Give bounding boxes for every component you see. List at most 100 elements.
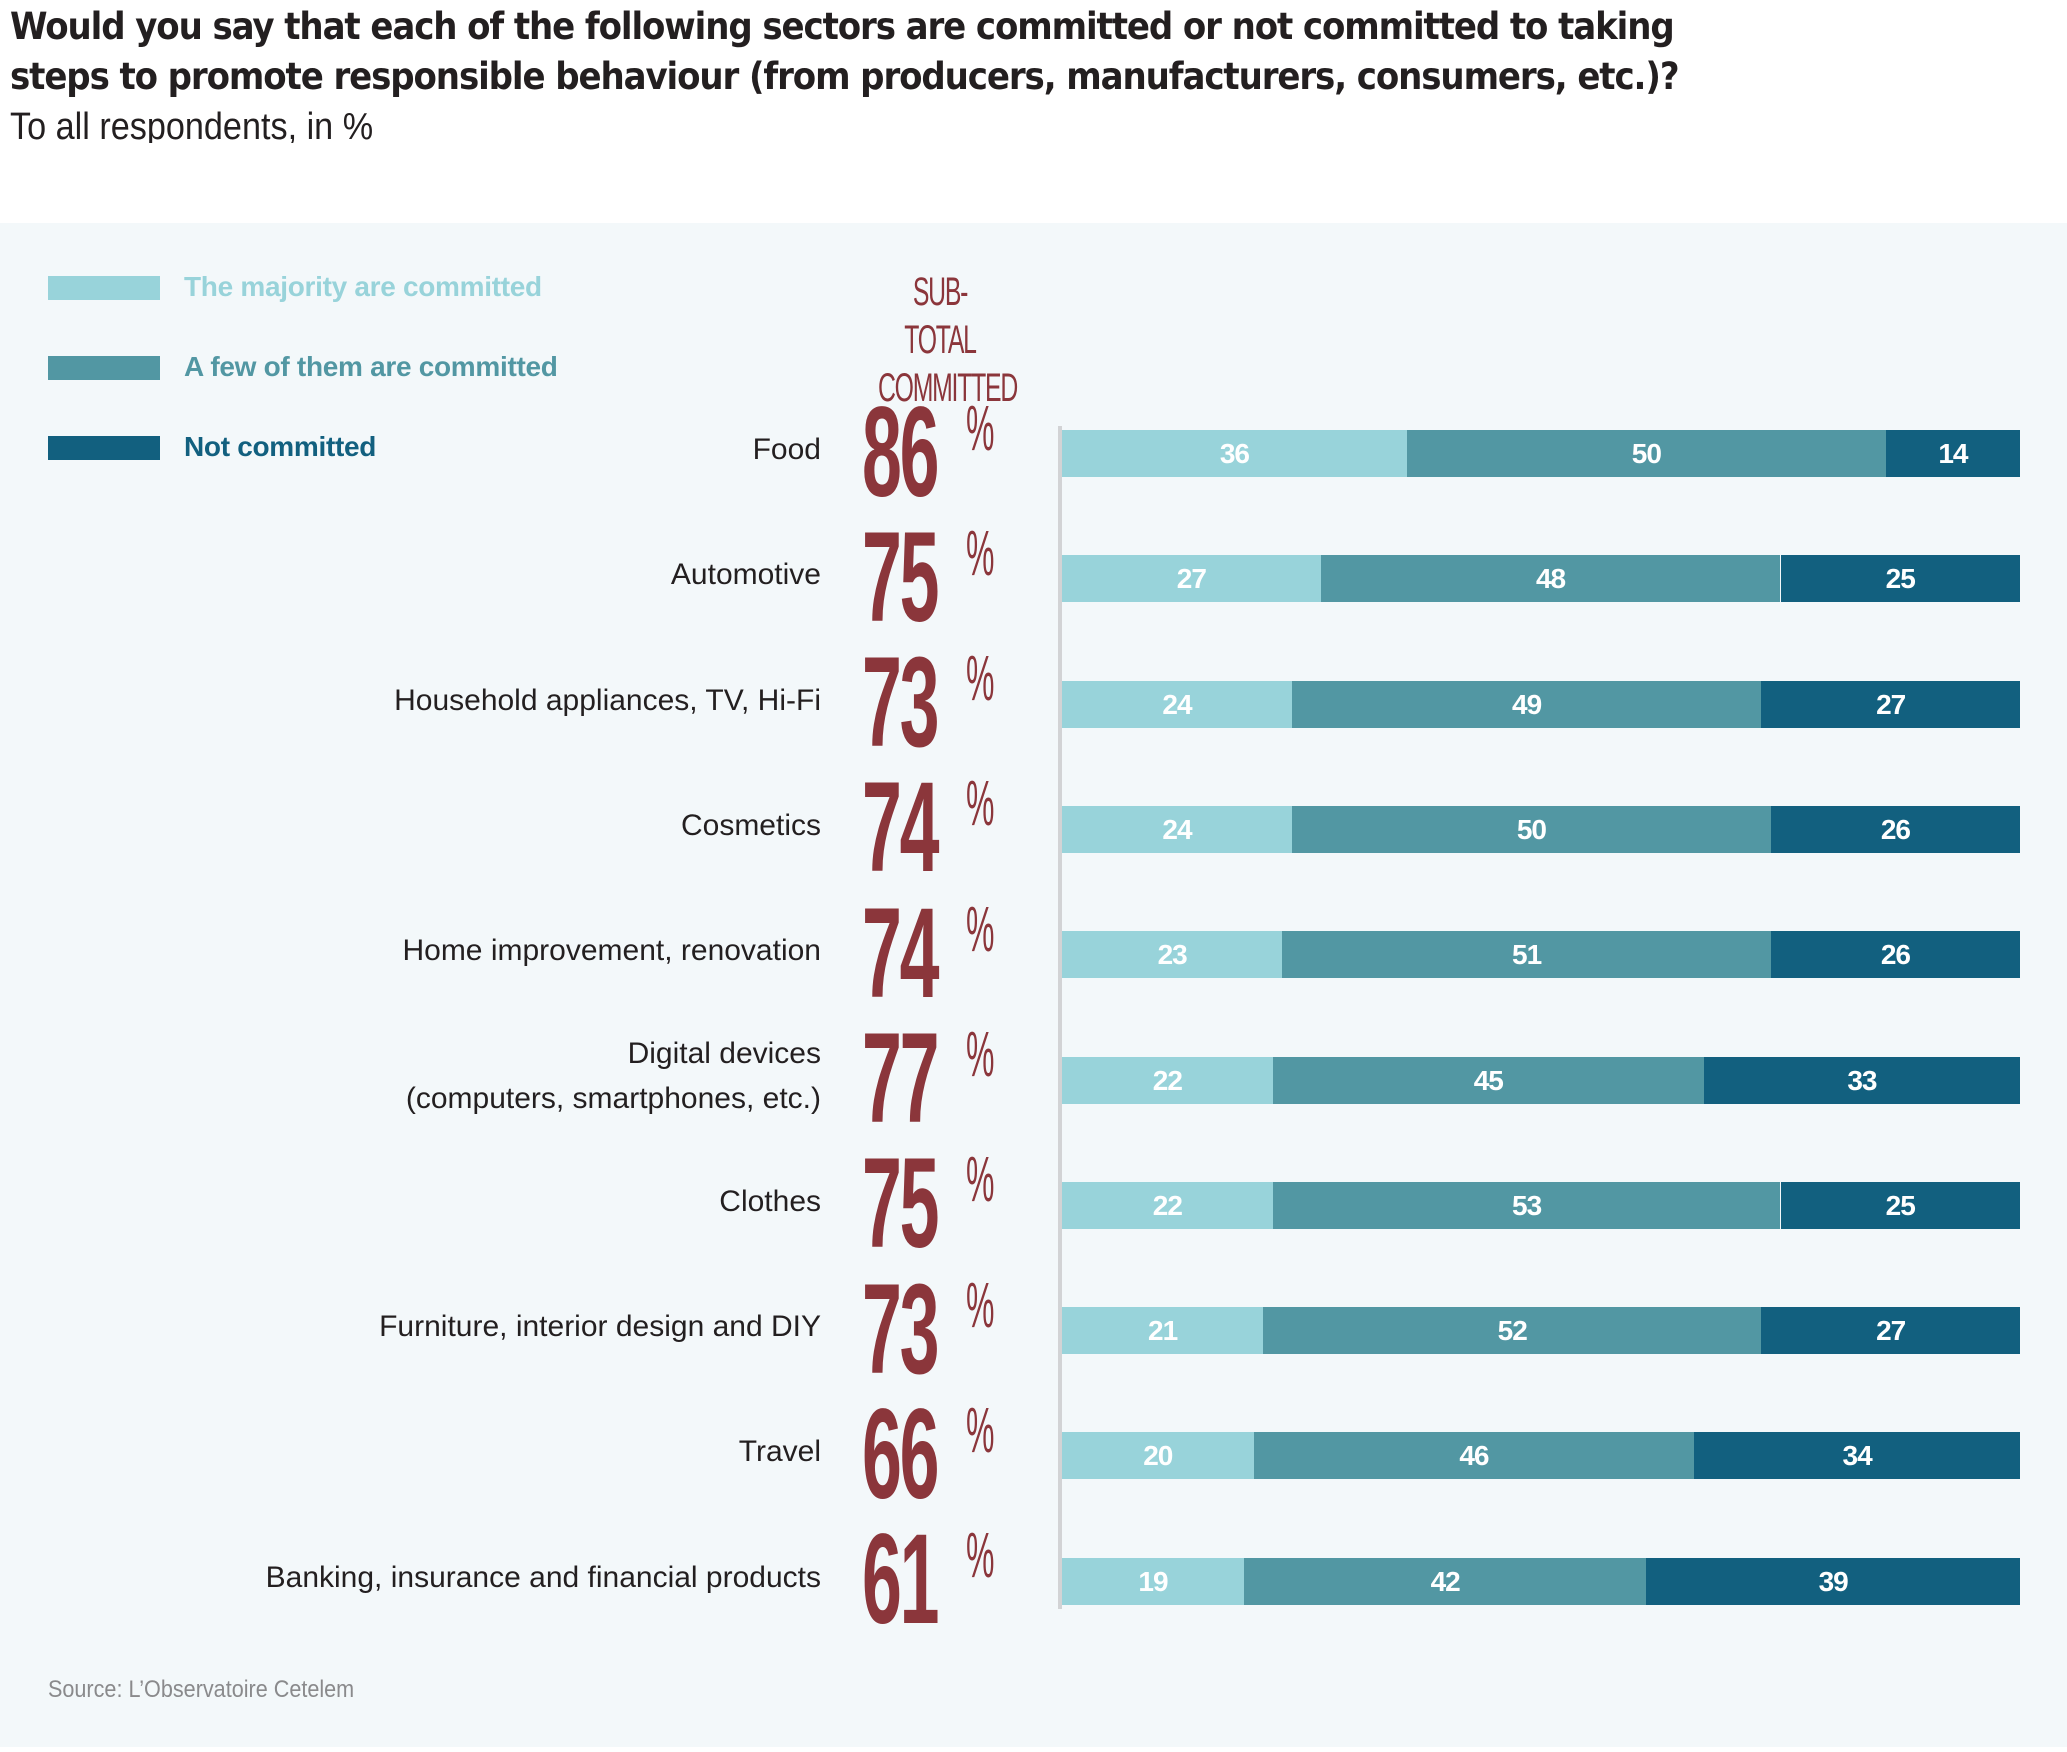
bar-segment-the-majority-are-committed — [1062, 931, 1283, 979]
bar-value-label: 27 — [1176, 563, 1207, 595]
legend-swatch-few — [48, 356, 160, 380]
subtotal-value: 73% — [862, 1257, 1022, 1401]
subtotal-value: 66% — [862, 1382, 1022, 1526]
category-label-line: Digital devices — [627, 1037, 821, 1070]
subtotal-number: 73 — [862, 1257, 939, 1401]
subtotal-percent-sign: % — [966, 767, 995, 840]
subtotal-value: 77% — [862, 1007, 1022, 1150]
category-label-household-appliances-tv-hi-fi: Household appliances, TV, Hi-Fi — [394, 678, 821, 723]
legend-label-majority: The majority are committed — [184, 271, 542, 302]
bar-segment-a-few-of-them-are-committed — [1291, 680, 1762, 728]
bar-segment-the-majority-are-committed — [1062, 1056, 1273, 1104]
subtotal-value: 75% — [862, 1132, 1022, 1276]
bar-segment-not-committed — [1703, 1056, 2020, 1104]
chart-title-line1: Would you say that each of the following… — [10, 5, 1675, 48]
bar-segment-not-committed — [1885, 430, 2020, 477]
bar-value-label: 24 — [1162, 688, 1192, 720]
chart-panel — [0, 223, 2067, 1747]
category-label-digital-devices: Digital devices (computers, smartphones, … — [406, 1031, 821, 1121]
bar-value-label: 25 — [1885, 1189, 1916, 1221]
category-label-furniture-interior-design-and-diy: Furniture, interior design and DIY — [379, 1304, 821, 1349]
bar-segment-a-few-of-them-are-committed — [1282, 931, 1771, 979]
category-label-travel: Travel — [739, 1429, 821, 1474]
bar-value-label: 39 — [1818, 1565, 1849, 1597]
bar-segment-the-majority-are-committed — [1062, 1432, 1254, 1480]
subtotal-value: 74% — [862, 756, 1022, 900]
chart-title-line2: steps to promote responsible behaviour (… — [10, 55, 1680, 98]
subtotal-header-line2: COMMITTED — [878, 366, 1018, 410]
source-note: Source: L’Observatoire Cetelem — [48, 1676, 355, 1703]
legend-label-not-committed: Not committed — [184, 431, 377, 462]
category-label-line: Automotive — [670, 558, 821, 592]
category-label-line: Travel — [738, 1435, 821, 1469]
bar-value-label: 50 — [1631, 438, 1662, 469]
bar-segment-the-majority-are-committed — [1062, 805, 1292, 853]
subtotal-number: 66 — [862, 1382, 939, 1526]
subtotal-percent-sign: % — [966, 1018, 995, 1090]
bar-value-label: 27 — [1876, 688, 1906, 720]
subtotal-value: 86% — [862, 380, 1022, 524]
bar-segment-not-committed — [1780, 555, 2020, 603]
category-label-food: Food — [753, 427, 821, 472]
bar-segment-a-few-of-them-are-committed — [1291, 805, 1771, 853]
category-label-line: Banking, insurance and financial product… — [265, 1560, 821, 1594]
bar-segment-a-few-of-them-are-committed — [1272, 1181, 1781, 1229]
legend-swatch-majority — [48, 276, 160, 300]
bar-segment-the-majority-are-committed — [1062, 1557, 1245, 1605]
bar-value-label: 34 — [1842, 1440, 1873, 1472]
category-label-cosmetics: Cosmetics — [681, 803, 821, 848]
axis-line — [1058, 426, 1062, 1609]
category-label-line: Cosmetics — [680, 808, 821, 842]
bar-value-label: 33 — [1847, 1064, 1877, 1096]
subtotal-header-line1: SUB-TOTAL — [904, 270, 977, 362]
bar-value-label: 45 — [1473, 1064, 1504, 1096]
bar-segment-a-few-of-them-are-committed — [1272, 1056, 1704, 1104]
bar-value-label: 36 — [1219, 438, 1250, 469]
bar-segment-the-majority-are-committed — [1062, 430, 1407, 477]
legend-label-few: A few of them are committed — [184, 351, 558, 382]
subtotal-value: 73% — [862, 639, 1022, 767]
category-label-line: Food — [752, 433, 821, 466]
bar-value-label: 53 — [1512, 1189, 1542, 1221]
subtotal-percent-sign: % — [966, 1268, 995, 1341]
subtotal-value: 74% — [862, 889, 1022, 1017]
bar-value-label: 48 — [1535, 563, 1566, 595]
subtotal-percent-sign: % — [966, 1143, 995, 1216]
bar-segment-a-few-of-them-are-committed — [1320, 555, 1781, 603]
bar-segment-the-majority-are-committed — [1062, 1307, 1264, 1355]
bar-value-label: 20 — [1143, 1440, 1173, 1472]
bar-value-label: 24 — [1162, 813, 1192, 845]
chart-subtitle: To all respondents, in % — [10, 106, 374, 143]
subtotal-number: 86 — [862, 380, 939, 524]
bar-value-label: 19 — [1138, 1565, 1168, 1597]
bar-segment-the-majority-are-committed — [1062, 555, 1321, 603]
bar-segment-not-committed — [1646, 1557, 2020, 1605]
category-label-line: Household appliances, TV, Hi-Fi — [394, 683, 821, 717]
bar-value-label: 46 — [1459, 1440, 1489, 1472]
bar-segment-a-few-of-them-are-committed — [1253, 1432, 1695, 1480]
bar-value-label: 50 — [1516, 813, 1547, 845]
bar-value-label: 22 — [1152, 1064, 1183, 1096]
subtotal-value: 61% — [862, 1508, 1022, 1652]
bar-segment-not-committed — [1761, 680, 2020, 728]
bar-value-label: 14 — [1938, 438, 1968, 469]
subtotal-percent-sign: % — [966, 516, 995, 589]
subtotal-value: 75% — [862, 505, 1022, 649]
bar-segment-the-majority-are-committed — [1062, 680, 1292, 728]
legend-swatch-not-committed — [48, 436, 160, 460]
category-label-line: Clothes — [719, 1184, 821, 1218]
subtotal-number: 77 — [862, 1007, 939, 1150]
subtotal-number: 74 — [862, 756, 939, 900]
subtotal-number: 61 — [862, 1508, 939, 1652]
category-label-line: (computers, smartphones, etc.) — [405, 1082, 821, 1115]
category-label-line: Furniture, interior design and DIY — [379, 1310, 821, 1344]
category-label-clothes: Clothes — [719, 1179, 821, 1224]
bar-value-label: 26 — [1880, 813, 1911, 845]
bar-segment-not-committed — [1780, 1181, 2020, 1229]
bar-value-label: 42 — [1430, 1565, 1461, 1597]
bar-segment-the-majority-are-committed — [1062, 1181, 1273, 1229]
bar-value-label: 52 — [1497, 1315, 1528, 1347]
subtotal-number: 75 — [862, 1132, 939, 1276]
subtotal-number: 75 — [862, 505, 939, 649]
